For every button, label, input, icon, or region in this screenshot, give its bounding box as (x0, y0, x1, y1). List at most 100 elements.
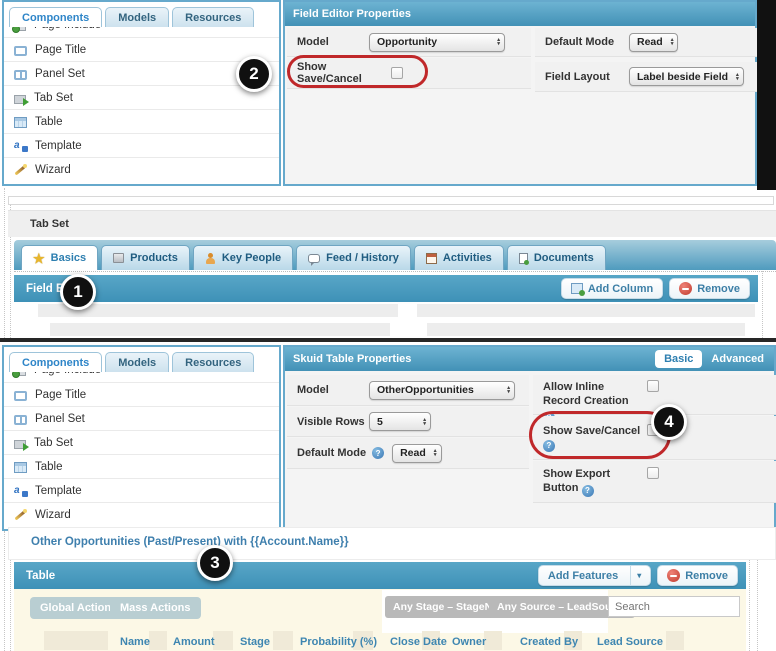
field-placeholder (50, 323, 390, 336)
button-label: Add Features (547, 569, 619, 582)
field-layout-select[interactable]: Label beside Field ▴ ▾ (629, 67, 744, 86)
sidebar-item-label: Page Include (34, 372, 101, 376)
sidebar-item-page-include[interactable]: Page Include (4, 372, 279, 383)
table-component: Table Add Features ▾ Remove Global Actio… (14, 562, 746, 651)
default-mode-value: Read (637, 36, 663, 48)
sidebar-item-label: Wizard (35, 509, 71, 521)
sidebar-item-table[interactable]: Table (4, 455, 279, 479)
column-header-stage[interactable]: Stage (240, 636, 270, 648)
sidebar-item-page-include[interactable]: Page Include (4, 27, 279, 38)
column-header-amount[interactable]: Amount (173, 636, 215, 648)
page-title-icon (14, 45, 27, 56)
field-layout-row: Field Layout Label beside Field ▴ ▾ (535, 62, 757, 92)
show-export-checkbox[interactable] (647, 467, 659, 479)
stepper-icon: ▴ ▾ (507, 385, 510, 395)
visible-rows-select[interactable]: 5 ▴ ▾ (369, 412, 431, 431)
callout-badge-1: 1 (60, 274, 96, 310)
tab-resources[interactable]: Resources (172, 352, 255, 372)
page-include-icon (12, 27, 26, 33)
model-property-row: Model OtherOpportunities ▴ ▾ (287, 375, 529, 406)
tab-set-label-text: Tab Set (30, 218, 69, 230)
add-column-button[interactable]: Add Column (560, 278, 664, 299)
search-input[interactable] (608, 596, 740, 617)
tab-label: Basics (50, 252, 87, 264)
default-mode-label: Default Mode (297, 447, 367, 459)
sidebar-item-tab-set[interactable]: Tab Set (4, 431, 279, 455)
sidebar-item-wizard[interactable]: Wizard (4, 158, 279, 182)
tab-products[interactable]: Products (101, 245, 190, 270)
page-title-component[interactable]: Other Opportunities (Past/Present) with … (8, 527, 776, 560)
sidebar-item-tab-set[interactable]: Tab Set (4, 86, 279, 110)
add-features-button[interactable]: Add Features ▾ (537, 565, 652, 586)
sidebar-item-table[interactable]: Table (4, 110, 279, 134)
tab-label: Activities (442, 252, 492, 264)
global-actions-button[interactable]: Global Actions (30, 597, 128, 619)
help-icon[interactable]: ? (372, 447, 385, 459)
products-icon (113, 253, 125, 263)
model-label: Model (297, 384, 329, 396)
sidebar-item-label: Panel Set (35, 412, 85, 425)
tab-label: Feed / History (326, 252, 399, 264)
column-header-close-date[interactable]: Close Date (390, 636, 447, 648)
remove-button[interactable]: Remove (657, 565, 738, 586)
tab-documents[interactable]: Documents (506, 245, 606, 270)
canvas-guide-line (4, 531, 5, 651)
default-mode-select[interactable]: Read ▴ ▾ (392, 443, 442, 463)
sidebar-item-template[interactable]: a Template (4, 134, 279, 158)
column-header-lead-source[interactable]: Lead Source (597, 636, 664, 648)
tab-advanced[interactable]: Advanced (711, 353, 764, 365)
sidebar-item-page-title[interactable]: Page Title (4, 38, 279, 62)
tab-resources[interactable]: Resources (172, 7, 255, 27)
calendar-icon (425, 252, 437, 264)
star-icon: ★ (33, 250, 45, 266)
tab-components[interactable]: Components (9, 7, 103, 27)
collapsed-component-strip (8, 196, 774, 205)
sidebar-item-label: Tab Set (34, 436, 73, 449)
components-panel-tabs: Components Models Resources (4, 347, 279, 372)
tab-models[interactable]: Models (105, 7, 170, 27)
checkbox-column-header (44, 631, 108, 650)
default-mode-select[interactable]: Read ▴ ▾ (629, 32, 679, 52)
remove-button[interactable]: Remove (669, 278, 750, 299)
model-select[interactable]: OtherOpportunities ▴ ▾ (369, 380, 515, 400)
tab-basics[interactable]: ★ Basics (21, 245, 99, 270)
sidebar-item-template[interactable]: a Template (4, 479, 279, 503)
sidebar-item-wizard[interactable]: Wizard (4, 503, 279, 527)
tab-key-people[interactable]: Key People (192, 245, 294, 270)
source-filter-button[interactable]: Any Source – LeadSource (489, 596, 636, 618)
tab-basic[interactable]: Basic (655, 350, 703, 368)
sidebar-item-panel-set[interactable]: Panel Set (4, 62, 279, 86)
sidebar-item-panel-set[interactable]: Panel Set (4, 407, 279, 431)
help-icon[interactable]: ? (581, 485, 594, 497)
tab-feed-history[interactable]: Feed / History (296, 245, 411, 270)
canvas-guide-line (757, 531, 758, 651)
canvas-guide-line (749, 531, 750, 651)
stage-filter-button[interactable]: Any Stage – StageName (385, 596, 522, 618)
column-header-created-by[interactable]: Created By (520, 636, 579, 648)
tab-models[interactable]: Models (105, 352, 170, 372)
visible-rows-row: Visible Rows 5 ▴ ▾ (287, 407, 529, 437)
tab-label: Products (130, 252, 178, 264)
column-header-probability[interactable]: Probability (%) (300, 636, 378, 648)
annotation-circle-show-save-cancel (529, 411, 671, 459)
chevron-down-icon[interactable]: ▾ (630, 566, 641, 585)
sidebar-item-page-title[interactable]: Page Title (4, 383, 279, 407)
sidebar-item-label: Template (35, 484, 82, 497)
tab-activities[interactable]: Activities (413, 245, 504, 270)
allow-inline-checkbox[interactable] (647, 380, 659, 392)
column-header-owner[interactable]: Owner (452, 636, 487, 648)
default-mode-value: Read (400, 447, 426, 459)
header-separator (484, 631, 502, 650)
mass-actions-button[interactable]: Mass Actions (110, 597, 201, 619)
default-mode-row: Default Mode ? Read ▴ ▾ (287, 438, 529, 469)
model-select[interactable]: Opportunity ▴ ▾ (369, 32, 505, 52)
button-label: Remove (697, 282, 740, 295)
show-save-cancel-checkbox[interactable] (391, 67, 403, 79)
add-column-icon (570, 283, 585, 296)
tab-components[interactable]: Components (9, 352, 103, 372)
column-header-name[interactable]: Name (120, 636, 150, 648)
callout-badge-4: 4 (651, 404, 687, 440)
tab-set-component-label: Tab Set (8, 210, 776, 237)
stepper-icon: ▴ ▾ (423, 416, 426, 427)
